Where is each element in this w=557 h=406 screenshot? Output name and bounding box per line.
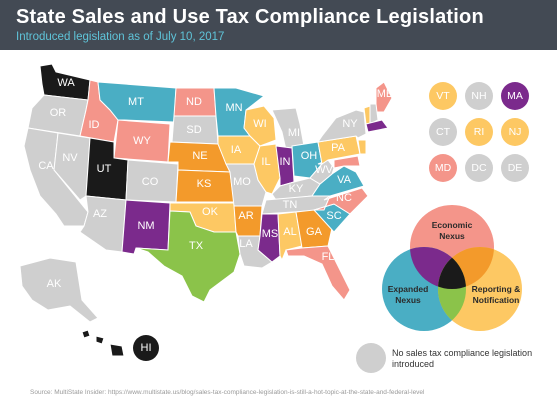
small-label-nh: NH [471,90,486,102]
label-la: LA [239,238,253,250]
label-sd: SD [186,124,201,136]
label-ut: UT [97,163,112,175]
label-ms: MS [262,228,279,240]
label-wy: WY [133,135,151,147]
small-label-nj: NJ [509,126,522,138]
state-az[interactable] [79,195,127,253]
small-label-vt: VT [436,90,450,102]
venn-all-three [438,247,466,289]
label-mi: MI [288,127,300,139]
label-wi: WI [253,118,266,130]
page-title: State Sales and Use Tax Compliance Legis… [16,6,484,28]
small-label-de: DE [508,162,523,174]
small-label-dc: DC [471,162,487,174]
legend-none-text: No sales tax compliance legislation intr… [392,348,533,369]
label-nv: NV [62,152,78,164]
label-mo: MO [233,176,251,188]
state-wi[interactable] [243,105,277,147]
venn-legend: Economic Nexus Expanded Nexus Reporting & N… [382,205,522,331]
circle-nj[interactable] [501,118,529,146]
label-al: AL [283,226,296,238]
label-az: AZ [93,208,107,220]
circle-ma[interactable] [501,82,529,110]
label-ks: KS [197,178,212,190]
label-ny: NY [342,118,358,130]
label-in: IN [280,156,291,168]
label-mn: MN [225,102,242,114]
state-nj[interactable] [357,139,367,155]
circle-ri[interactable] [465,118,493,146]
label-ar: AR [238,210,253,222]
label-mt: MT [128,96,144,108]
label-hi: HI [141,342,152,354]
circle-nh[interactable] [465,82,493,110]
label-nc: NC [336,192,352,204]
label-wa: WA [57,77,75,89]
label-ne: NE [192,150,207,162]
header: State Sales and Use Tax Compliance Legis… [0,0,557,50]
venn-economic-label: Economic Nexus [432,220,473,241]
circle-de[interactable] [501,154,529,182]
label-nm: NM [137,220,154,232]
label-ky: KY [289,183,304,195]
state-tx[interactable] [135,210,241,303]
page-subtitle: Introduced legislation as of July 10, 20… [16,31,225,43]
circle-dc[interactable] [465,154,493,182]
state-ny[interactable] [316,109,367,143]
label-ok: OK [202,206,219,218]
label-ak: AK [47,278,62,290]
label-pa: PA [331,142,346,154]
state-ma[interactable] [365,119,389,133]
label-ia: IA [231,144,242,156]
label-co: CO [142,176,159,188]
label-oh: OH [301,150,318,162]
state-hi-islands[interactable] [81,329,125,357]
label-ga: GA [306,226,323,238]
hi-badge[interactable]: HI [133,335,159,361]
label-nd: ND [186,96,202,108]
label-wv: WV [315,164,333,176]
label-ca: CA [38,160,54,172]
venn-reporting-label: Reporting & Notification [472,284,521,305]
state-labels: WA OR CA NV ID MT WY UT AZ CO NM ND SD N… [38,77,393,290]
label-or: OR [50,107,67,119]
circle-ct[interactable] [429,118,457,146]
circle-vt[interactable] [429,82,457,110]
small-states-grid: VT NH MA CT RI NJ MD DC DE [429,82,529,182]
state-nh[interactable] [369,103,379,125]
state-fl[interactable] [285,245,351,301]
small-label-md: MD [435,162,452,174]
venn-expanded-label: Expanded Nexus [388,284,429,305]
label-id: ID [89,119,100,131]
label-tx: TX [189,240,204,252]
label-sc: SC [326,210,341,222]
label-fl: FL [322,251,335,263]
small-label-ri: RI [474,126,485,138]
us-map: WA OR CA NV ID MT WY UT AZ CO NM ND SD N… [19,63,529,373]
state-nc[interactable] [313,187,369,215]
label-me: ME [377,88,394,100]
state-va[interactable] [311,165,365,197]
small-label-ct: CT [436,126,451,138]
source-note: Source: MultiState Insider: https://www.… [30,389,425,396]
label-tn: TN [283,199,298,211]
state-wv[interactable] [309,159,335,185]
state-ak[interactable] [19,257,99,323]
states-layer [19,63,393,357]
label-va: VA [337,174,352,186]
state-md[interactable] [333,155,361,169]
small-label-ma: MA [507,90,523,102]
label-il: IL [261,156,270,168]
circle-md[interactable] [429,154,457,182]
legend-none-circle [356,343,386,373]
